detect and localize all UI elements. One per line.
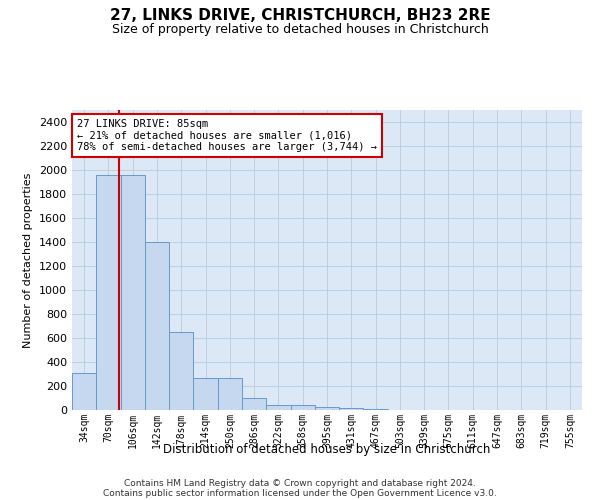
Text: 27 LINKS DRIVE: 85sqm
← 21% of detached houses are smaller (1,016)
78% of semi-d: 27 LINKS DRIVE: 85sqm ← 21% of detached … [77, 119, 377, 152]
Bar [339, 408, 364, 410]
Text: Contains public sector information licensed under the Open Government Licence v3: Contains public sector information licen… [103, 489, 497, 498]
Text: Contains HM Land Registry data © Crown copyright and database right 2024.: Contains HM Land Registry data © Crown c… [124, 479, 476, 488]
Bar [315, 407, 339, 410]
Bar [121, 175, 145, 410]
Text: Size of property relative to detached houses in Christchurch: Size of property relative to detached ho… [112, 22, 488, 36]
Bar [169, 332, 193, 410]
Bar [266, 404, 290, 410]
Bar [193, 378, 218, 410]
Bar [96, 175, 121, 410]
Text: 27, LINKS DRIVE, CHRISTCHURCH, BH23 2RE: 27, LINKS DRIVE, CHRISTCHURCH, BH23 2RE [110, 8, 490, 22]
Y-axis label: Number of detached properties: Number of detached properties [23, 172, 34, 348]
Bar [218, 378, 242, 410]
Bar [242, 398, 266, 410]
Bar [145, 242, 169, 410]
Bar [290, 405, 315, 410]
Text: Distribution of detached houses by size in Christchurch: Distribution of detached houses by size … [163, 442, 491, 456]
Bar [364, 409, 388, 410]
Bar [72, 374, 96, 410]
